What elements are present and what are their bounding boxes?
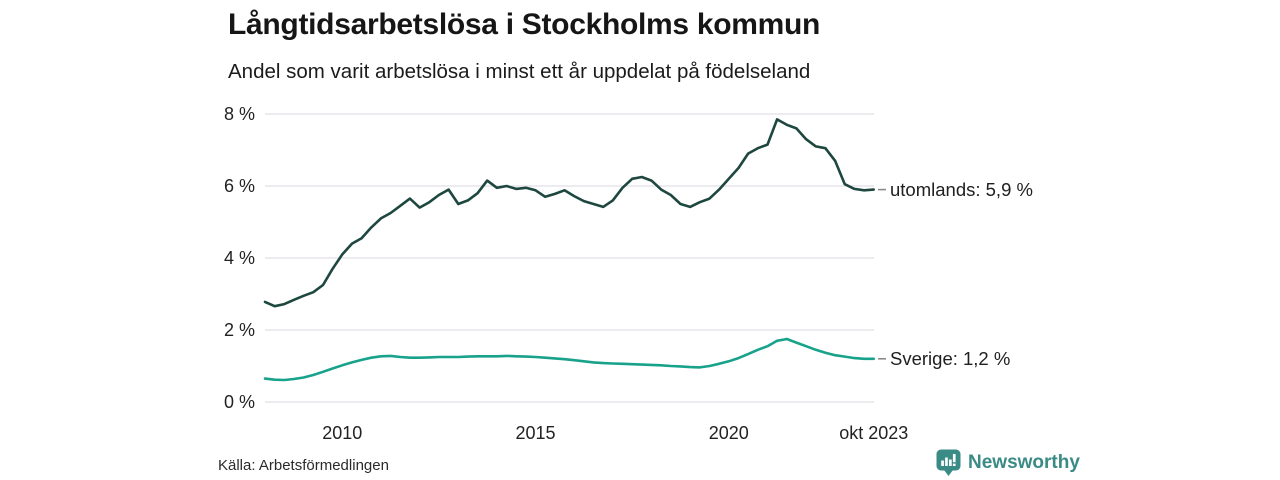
- series-end-label-sverige: Sverige: 1,2 %: [890, 347, 1011, 369]
- y-tick-label: 0 %: [223, 392, 255, 412]
- series-end-label-utomlands: utomlands: 5,9 %: [890, 178, 1033, 200]
- brand-name: Newsworthy: [968, 451, 1080, 473]
- x-tick-label: 2015: [515, 423, 556, 443]
- brand[interactable]: Newsworthy: [936, 449, 1080, 476]
- y-tick-label: 4 %: [223, 248, 255, 268]
- y-tick-label: 8 %: [223, 104, 255, 124]
- page-title: Långtidsarbetslösa i Stockholms kommun: [228, 8, 821, 41]
- page-subtitle: Andel som varit arbetslösa i minst ett å…: [228, 60, 811, 83]
- x-tick-label: 2010: [322, 423, 363, 443]
- y-tick-label: 6 %: [223, 176, 255, 196]
- newsworthy-logo-icon: [936, 449, 961, 476]
- y-tick-label: 2 %: [223, 320, 255, 340]
- x-tick-label: 2020: [708, 423, 749, 443]
- x-tick-label: okt 2023: [839, 423, 909, 443]
- source-label: Källa: Arbetsförmedlingen: [218, 457, 389, 474]
- sverige-line: [263, 337, 876, 382]
- utomlands-line: [263, 118, 876, 308]
